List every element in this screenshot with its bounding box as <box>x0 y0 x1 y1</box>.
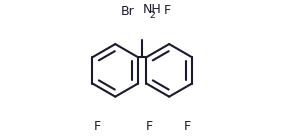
Text: 2: 2 <box>149 11 155 20</box>
Text: NH: NH <box>143 3 161 16</box>
Text: F: F <box>184 120 191 133</box>
Text: F: F <box>94 120 101 133</box>
Text: F: F <box>146 120 153 133</box>
Text: F: F <box>164 4 171 17</box>
Text: Br: Br <box>120 5 134 18</box>
